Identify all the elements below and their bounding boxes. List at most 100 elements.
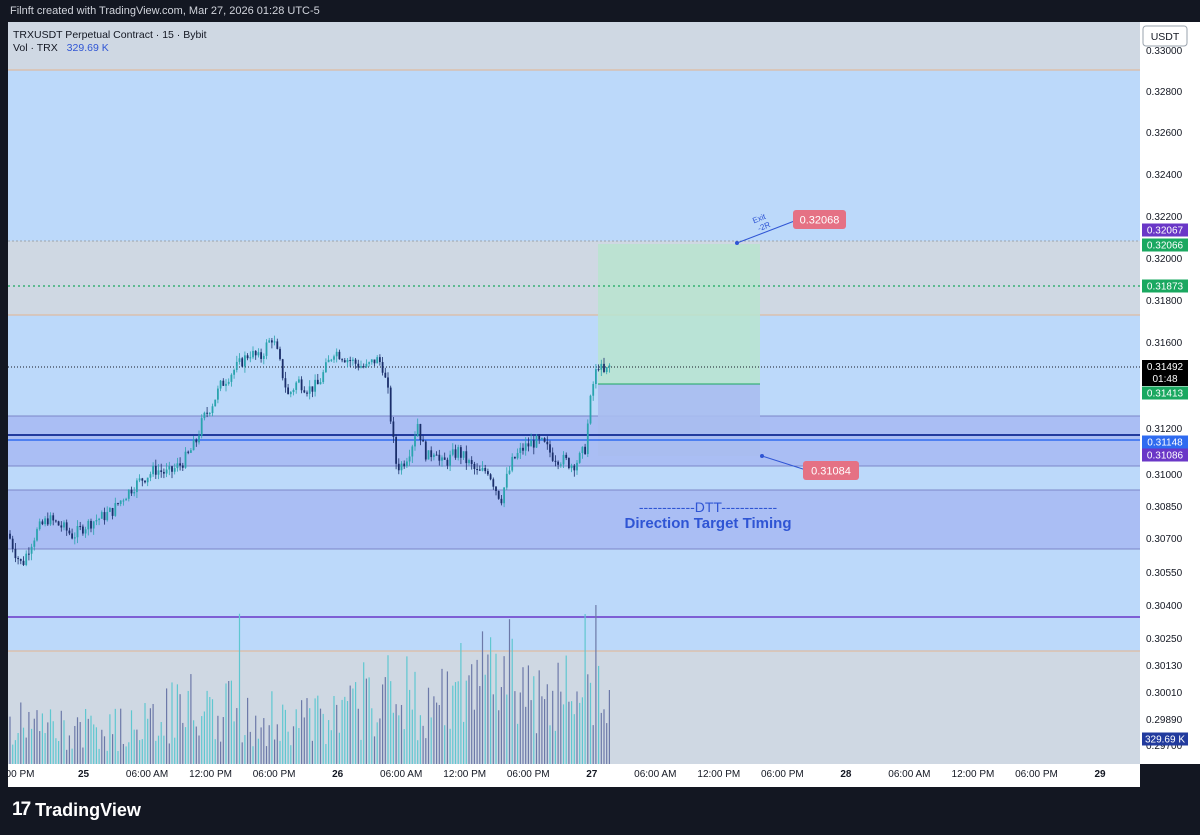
volume-bar: [454, 682, 457, 764]
candle-body: [17, 558, 19, 560]
volume-bar: [160, 721, 162, 764]
candle-body: [435, 454, 438, 456]
price-tick-label: 0.31000: [1146, 470, 1183, 481]
target-label[interactable]: 0.32068: [793, 210, 846, 229]
candle-body: [84, 529, 87, 534]
volume-bar: [490, 637, 492, 764]
candle-body: [73, 537, 76, 539]
volume-bar: [598, 665, 600, 764]
candle-body: [530, 440, 532, 447]
volume-bar: [333, 696, 335, 764]
stop-label[interactable]: 0.31084: [803, 461, 859, 480]
candle-body: [376, 357, 379, 364]
price-badge: [1142, 386, 1188, 400]
target-callout-dot: [735, 241, 739, 245]
volume-bar: [328, 720, 330, 764]
price-tick-label: 0.32600: [1146, 128, 1183, 139]
candle-body: [165, 469, 168, 474]
candle-body: [473, 463, 476, 470]
volume-bars: [9, 605, 610, 764]
candle-body: [217, 388, 219, 400]
volume-bar: [63, 720, 65, 764]
volume-bar: [341, 699, 343, 764]
price-tick-label: 0.30010: [1146, 688, 1183, 699]
candle-body: [171, 466, 173, 472]
candle-body: [246, 355, 249, 359]
candle-body: [190, 450, 192, 453]
candle-body: [65, 522, 68, 531]
symbol-title[interactable]: TRXUSDT Perpetual Contract · 15 · Bybit: [13, 29, 207, 41]
candle-body: [419, 423, 422, 440]
candle-body: [281, 359, 284, 379]
volume-bar: [76, 717, 79, 764]
candle-body: [44, 518, 46, 525]
candle-body: [106, 511, 109, 521]
candle-body: [352, 359, 354, 361]
volume-bar: [39, 731, 41, 764]
candle-body: [262, 355, 265, 359]
volume-bar: [87, 718, 89, 764]
candle-body: [133, 492, 136, 494]
candle-body: [424, 441, 427, 460]
volume-bar: [322, 713, 324, 764]
candle-body: [95, 520, 98, 522]
chart-pane[interactable]: [8, 22, 1140, 764]
volume-bar: [41, 713, 43, 764]
candle-body: [187, 451, 190, 453]
time-axis[interactable]: [8, 764, 1140, 787]
candle-body: [584, 446, 586, 455]
volume-bar: [82, 747, 84, 764]
candle-body: [276, 341, 279, 349]
volume-bar: [406, 656, 408, 764]
volume-bar: [492, 694, 494, 764]
volume-bar: [139, 740, 141, 764]
candle-body: [100, 512, 103, 519]
volume-bar: [400, 704, 403, 764]
candle-body: [322, 372, 325, 383]
candle-body: [252, 350, 254, 358]
volume-bar: [209, 696, 211, 764]
volume-bar: [292, 726, 295, 764]
candle-body: [457, 447, 460, 458]
volume-bar: [460, 643, 462, 764]
candle-body: [57, 521, 60, 526]
volume-bar: [422, 725, 424, 764]
dtt-caption: Direction Target Timing: [625, 515, 792, 532]
volume-bar: [168, 743, 170, 764]
candle-body: [98, 518, 100, 521]
time-tick-label: 29: [1094, 769, 1106, 780]
volume-bar: [263, 718, 265, 764]
volume-bar: [544, 699, 546, 764]
candle-body: [389, 387, 392, 422]
volume-bar: [417, 740, 419, 764]
chart-canvas[interactable]: 0.32068 Exit -2R 0.31084 ------------DTT…: [0, 0, 1200, 787]
loss-box[interactable]: [598, 384, 760, 456]
volume-bar: [500, 687, 502, 764]
candle-body: [384, 372, 387, 378]
candle-body: [22, 560, 25, 565]
candle-body: [163, 471, 165, 474]
candle-body: [341, 359, 343, 361]
volume-bar: [360, 739, 362, 764]
candle-body: [357, 363, 360, 368]
candle-body: [411, 446, 414, 457]
candle-body: [330, 359, 333, 361]
profit-box[interactable]: [598, 244, 760, 384]
volume-bar: [125, 746, 127, 764]
candle-body: [476, 469, 478, 471]
volume-bar: [201, 716, 203, 764]
volume-bar: [184, 727, 187, 764]
candle-body: [468, 460, 470, 464]
volume-bar: [20, 702, 22, 764]
price-tick-label: 0.30850: [1146, 502, 1183, 513]
candle-body: [443, 457, 446, 460]
candle-body: [503, 487, 505, 504]
price-badge-value: 0.32067: [1147, 226, 1184, 237]
volume-bar: [179, 694, 181, 764]
candle-body: [565, 454, 568, 459]
currency-button[interactable]: USDT: [1142, 25, 1188, 47]
candle-body: [68, 530, 71, 534]
tradingview-brand[interactable]: 17 TradingView: [12, 799, 141, 821]
time-tick-label: 27: [586, 769, 598, 780]
